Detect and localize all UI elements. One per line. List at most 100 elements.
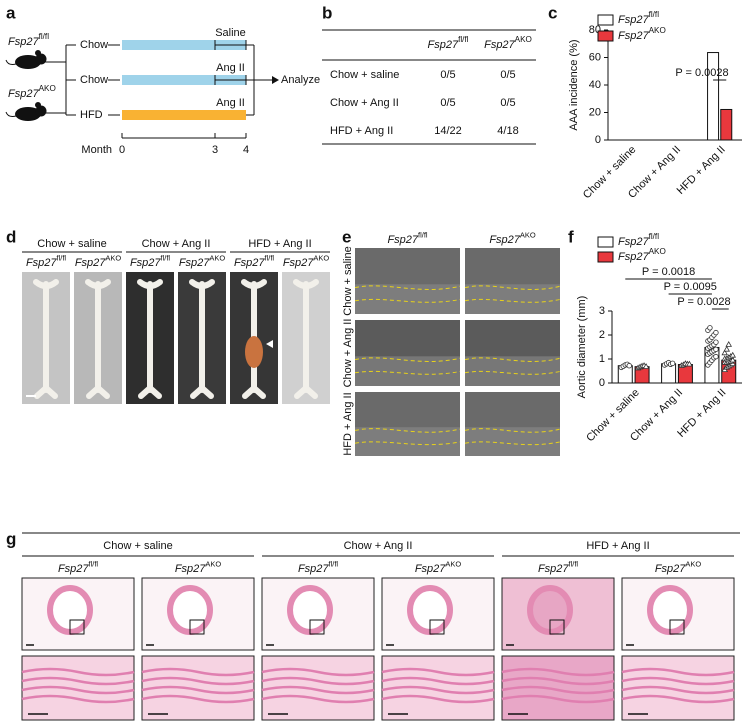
timeline-bar: [122, 40, 246, 50]
mouse-tail: [5, 59, 17, 65]
elastic-lamina: [261, 667, 375, 677]
aorta: [189, 279, 215, 399]
elastic-lamina: [21, 694, 135, 704]
gene-name: Fsp27: [618, 236, 649, 248]
genotype-superscript: AKO: [313, 254, 329, 263]
gene-name: Fsp27: [538, 563, 569, 575]
gene-name: Fsp27: [618, 30, 649, 42]
genotype-superscript: AKO: [515, 35, 532, 44]
data-point: [669, 360, 676, 367]
legend-swatch: [597, 251, 614, 263]
elastic-lamina: [261, 685, 375, 695]
treatment-label: Ang II: [216, 97, 245, 109]
elastic-lamina: [261, 694, 375, 704]
elastic-lamina: [501, 676, 615, 686]
y-axis-label: AAA incidence (%): [568, 39, 580, 130]
y-tick-label: 0: [595, 134, 601, 146]
genotype-superscript: fl/fl: [89, 560, 99, 569]
timeline-bar: [122, 110, 246, 120]
genotype-superscript: fl/fl: [161, 254, 171, 263]
gene-name: Fsp27: [618, 251, 649, 263]
vessel-outline: [464, 357, 561, 362]
elastic-lamina: [501, 694, 615, 704]
zoom-box: [669, 619, 685, 635]
y-tick-label: 60: [589, 51, 601, 63]
zoom-box: [309, 619, 325, 635]
panel-label: c: [548, 3, 557, 22]
x-tick-label: 0: [119, 144, 125, 156]
gene-name: Fsp27: [655, 563, 686, 575]
data-point: [686, 360, 693, 367]
vessel-outline: [464, 441, 561, 446]
genotype-label: Fsp27fl/fl: [8, 32, 49, 48]
genotype-label: Fsp27fl/fl: [58, 560, 98, 575]
elastic-lamina: [621, 667, 735, 677]
gene-name: Fsp27: [234, 257, 265, 269]
genotype-label: Fsp27fl/fl: [26, 254, 66, 269]
elastic-lamina: [141, 667, 255, 677]
elastic-lamina: [621, 694, 735, 704]
arrowhead-marker: [266, 340, 273, 348]
p-value: P = 0.0028: [675, 67, 728, 79]
elastic-lamina: [21, 685, 135, 695]
aorta: [33, 279, 59, 399]
vessel-outline: [354, 428, 461, 433]
row-label: Chow + Ang II: [330, 97, 399, 109]
genotype-superscript: AKO: [205, 560, 221, 569]
y-tick-label: 40: [589, 79, 601, 91]
p-value: P = 0.0028: [677, 296, 730, 308]
zoom-box: [189, 619, 205, 635]
genotype-superscript: fl/fl: [329, 560, 339, 569]
group-label: HFD + Ang II: [586, 540, 649, 552]
panel-label: f: [568, 227, 574, 246]
group-label: Chow + saline: [103, 540, 172, 552]
aorta: [137, 279, 163, 399]
genotype-label: Fsp27AKO: [8, 84, 56, 100]
vessel-outline: [464, 285, 561, 290]
data-point: [721, 349, 729, 356]
elastic-lamina: [501, 667, 615, 677]
elastic-lamina: [21, 667, 135, 677]
genotype-label: Fsp27fl/fl: [387, 231, 427, 246]
gene-name: Fsp27: [8, 88, 39, 100]
arrow-head: [272, 76, 279, 84]
gene-name: Fsp27: [175, 563, 206, 575]
mouse-head: [35, 105, 47, 117]
elastic-lamina: [381, 676, 495, 686]
legend-label: Fsp27AKO: [618, 26, 666, 42]
data-point: [713, 353, 719, 360]
aorta: [293, 279, 319, 399]
gene-name: Fsp27: [58, 563, 89, 575]
data-point: [729, 351, 737, 358]
elastic-lamina: [621, 676, 735, 686]
zoom-box: [429, 619, 445, 635]
genotype-label: Fsp27AKO: [415, 560, 462, 575]
legend-label: Fsp27fl/fl: [618, 232, 659, 248]
vessel-outline: [354, 370, 461, 375]
genotype-label: Fsp27AKO: [175, 560, 222, 575]
genotype-label: Fsp27fl/fl: [427, 35, 468, 51]
elastic-lamina: [621, 685, 735, 695]
table-cell: 0/5: [440, 97, 455, 109]
table-cell: 0/5: [500, 97, 515, 109]
genotype-superscript: AKO: [445, 560, 461, 569]
gene-name: Fsp27: [26, 257, 57, 269]
table-cell: 0/5: [440, 69, 455, 81]
genotype-superscript: fl/fl: [57, 254, 67, 263]
bar: [720, 108, 733, 141]
vessel-outline: [464, 298, 561, 303]
mouse-icon: [5, 102, 47, 121]
gene-name: Fsp27: [387, 234, 418, 246]
genotype-label: Fsp27fl/fl: [538, 560, 578, 575]
genotype-superscript: AKO: [39, 84, 56, 93]
gene-name: Fsp27: [618, 14, 649, 26]
gene-name: Fsp27: [484, 39, 515, 51]
elastic-lamina: [381, 694, 495, 704]
genotype-label: Fsp27fl/fl: [130, 254, 170, 269]
data-point: [725, 340, 733, 347]
vessel-outline: [354, 298, 461, 303]
genotype-label: Fsp27AKO: [484, 35, 532, 51]
genotype-label: Fsp27fl/fl: [298, 560, 338, 575]
bar: [707, 52, 720, 141]
